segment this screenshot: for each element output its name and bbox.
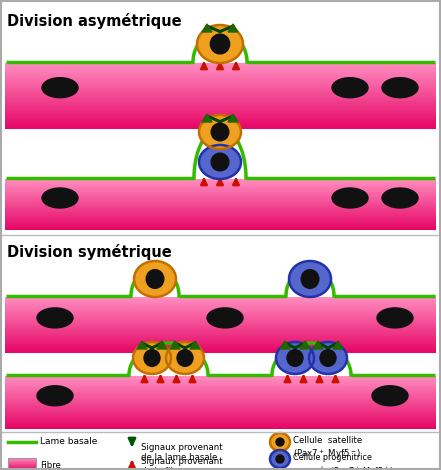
Ellipse shape [146, 270, 164, 289]
Polygon shape [170, 341, 180, 349]
Bar [2, 358, 439, 388]
Ellipse shape [199, 115, 241, 149]
Ellipse shape [210, 34, 230, 54]
Ellipse shape [42, 188, 78, 208]
Polygon shape [157, 341, 167, 349]
Ellipse shape [133, 342, 171, 374]
Ellipse shape [309, 342, 347, 374]
Ellipse shape [377, 308, 413, 328]
Polygon shape [228, 24, 238, 32]
Polygon shape [137, 341, 147, 349]
Polygon shape [228, 114, 238, 122]
Ellipse shape [289, 261, 331, 297]
Text: Division symétrique: Division symétrique [7, 244, 172, 260]
Text: Signaux provenant
de la lame basale: Signaux provenant de la lame basale [141, 443, 223, 462]
Ellipse shape [332, 188, 368, 208]
Polygon shape [202, 114, 212, 122]
Polygon shape [202, 24, 212, 32]
Ellipse shape [270, 433, 290, 451]
Ellipse shape [276, 455, 284, 463]
Ellipse shape [199, 145, 241, 179]
Bar [2, 22, 439, 77]
Polygon shape [313, 341, 323, 349]
Ellipse shape [372, 386, 408, 406]
Text: Division asymétrique: Division asymétrique [7, 13, 182, 29]
Ellipse shape [270, 450, 290, 468]
Polygon shape [333, 341, 343, 349]
Bar [2, 140, 439, 205]
Polygon shape [280, 341, 290, 349]
Ellipse shape [177, 350, 193, 366]
Ellipse shape [332, 78, 368, 98]
Ellipse shape [42, 78, 78, 98]
Ellipse shape [382, 78, 418, 98]
Ellipse shape [287, 350, 303, 366]
Ellipse shape [382, 188, 418, 208]
Ellipse shape [144, 350, 160, 366]
Polygon shape [300, 341, 310, 349]
Text: Lame basale: Lame basale [40, 438, 97, 446]
Text: Cellule progénitrice
engagée (Pax7$^+$ Myf5$^+$): Cellule progénitrice engagée (Pax7$^+$ M… [293, 453, 394, 470]
Text: Cellule  satellite
(Pax7$^+$ Myf5$^-$): Cellule satellite (Pax7$^+$ Myf5$^-$) [293, 436, 362, 461]
Ellipse shape [276, 342, 314, 374]
Ellipse shape [211, 123, 229, 141]
Polygon shape [190, 341, 200, 349]
Bar [2, 258, 439, 313]
Ellipse shape [37, 308, 73, 328]
Ellipse shape [134, 261, 176, 297]
Ellipse shape [276, 438, 284, 446]
Bar [2, 432, 439, 469]
Ellipse shape [166, 342, 204, 374]
Ellipse shape [207, 308, 243, 328]
Ellipse shape [320, 350, 336, 366]
Ellipse shape [197, 25, 243, 63]
Ellipse shape [301, 270, 319, 289]
Text: Signaux provenant
de la fibre: Signaux provenant de la fibre [141, 457, 223, 470]
Ellipse shape [37, 386, 73, 406]
Text: Fibre
musculaire: Fibre musculaire [40, 461, 87, 470]
Bar [8, 458, 36, 470]
Ellipse shape [211, 153, 229, 171]
